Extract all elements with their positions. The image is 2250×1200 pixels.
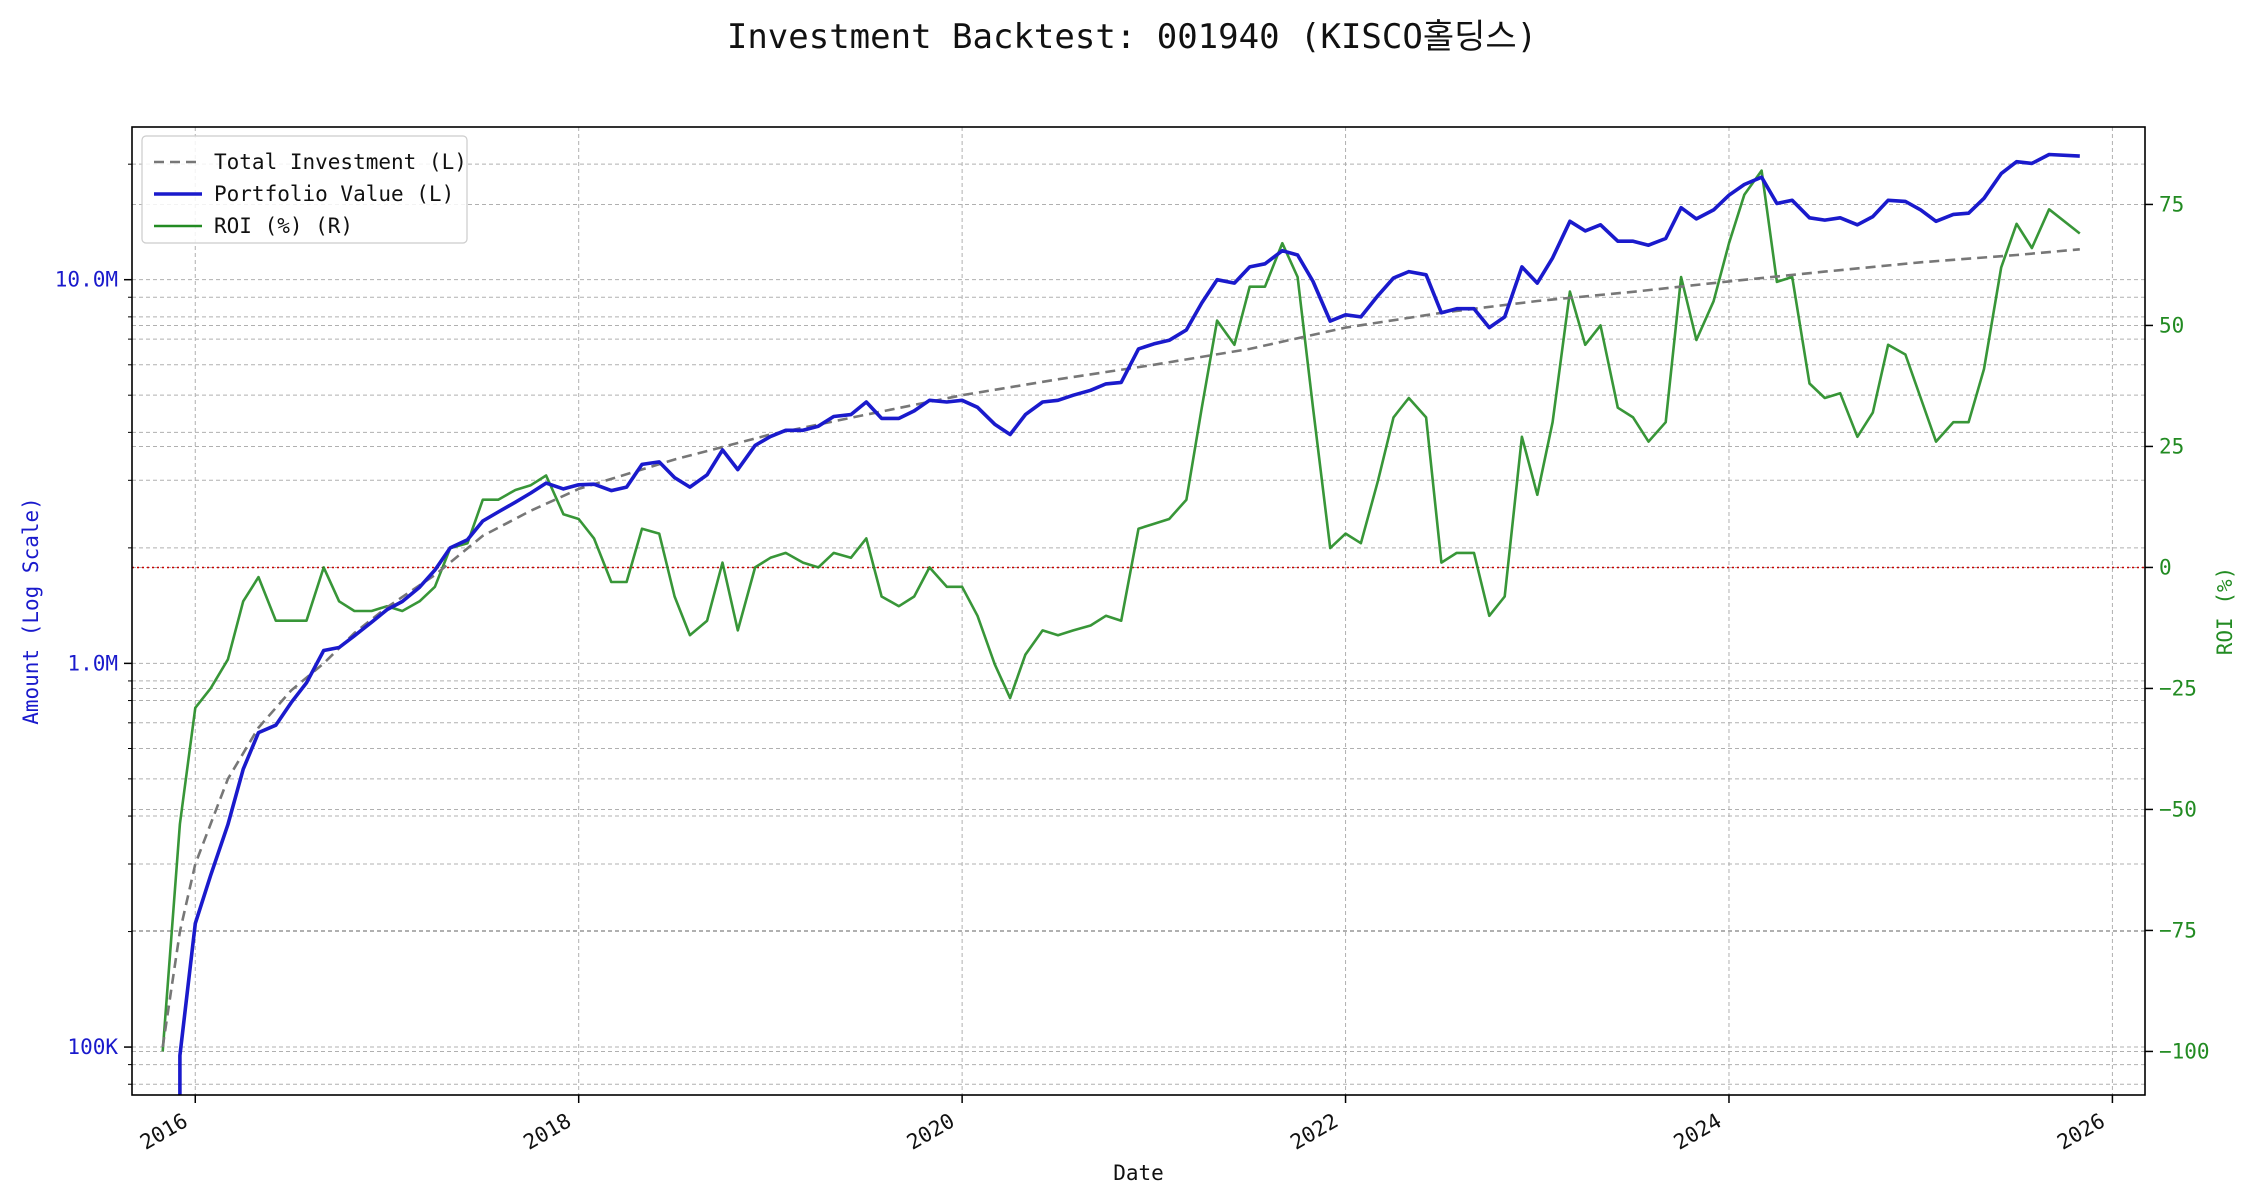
right-tick-label: −25 — [2159, 676, 2197, 700]
left-axis-title: Amount (Log Scale) — [19, 497, 43, 725]
right-tick-label: −50 — [2159, 797, 2197, 821]
left-tick-label: 1.0M — [67, 651, 118, 675]
portfolio-value-line — [178, 152, 2080, 1095]
total-investment-line — [161, 248, 2080, 1048]
legend-label: Total Investment (L) — [214, 150, 467, 174]
x-tick-label: 2024 — [1670, 1109, 1726, 1155]
axes-layer: 2016 2018 2020 2022 2024 2026 100K 1.0M 10.0M −10… — [55, 163, 2210, 1155]
series-layer — [161, 152, 2081, 1095]
legend-label: ROI (%) (R) — [214, 214, 353, 238]
right-tick-label: 25 — [2159, 434, 2184, 458]
x-tick-label: 2020 — [903, 1109, 959, 1155]
right-tick-label: 50 — [2159, 313, 2184, 337]
legend-box — [141, 135, 468, 244]
right-tick-label: −100 — [2159, 1039, 2210, 1063]
x-tick-label: 2022 — [1286, 1109, 1342, 1155]
x-tick-label: 2018 — [519, 1109, 575, 1155]
left-tick-label: 10.0M — [55, 268, 118, 292]
grid-layer — [132, 127, 2145, 1095]
roi-line — [161, 169, 2081, 1052]
x-tick-label: 2026 — [2053, 1109, 2109, 1155]
right-tick-label: 75 — [2159, 192, 2184, 216]
chart-title: Investment Backtest: 001940 (KISCO홀딩스) — [727, 17, 1537, 57]
left-tick-label: 100K — [67, 1035, 118, 1059]
x-axis-title: Date — [1113, 1161, 1164, 1185]
right-tick-label: −75 — [2159, 918, 2197, 942]
right-axis-title: ROI (%) — [2213, 567, 2237, 656]
plot-frame — [131, 126, 2146, 1096]
right-tick-label: 0 — [2159, 555, 2172, 579]
x-tick-label: 2016 — [136, 1109, 192, 1155]
legend: Total Investment (L) Portfolio Value (L) R… — [141, 135, 468, 244]
legend-label: Portfolio Value (L) — [214, 182, 454, 206]
